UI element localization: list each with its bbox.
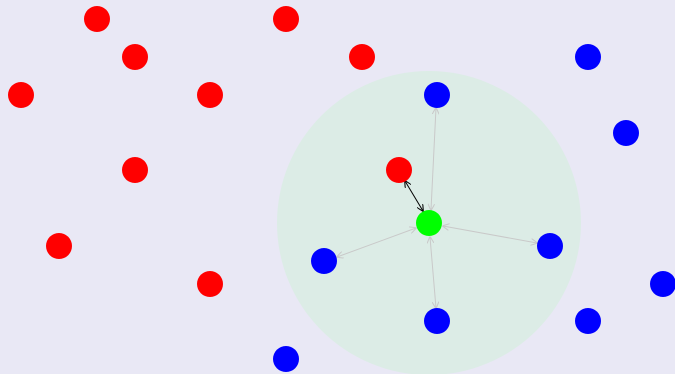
- class-a-point: [349, 44, 375, 70]
- neighbor-link: [430, 237, 436, 308]
- class-b-point: [424, 82, 450, 108]
- class-b-point: [311, 248, 337, 274]
- query-point: [416, 210, 442, 236]
- neighbor-link: [431, 108, 436, 210]
- class-a-point: [122, 44, 148, 70]
- class-a-point: [46, 233, 72, 259]
- class-b-point: [575, 308, 601, 334]
- class-b-point: [650, 271, 675, 297]
- class-a-point: [197, 82, 223, 108]
- class-b-point: [575, 44, 601, 70]
- class-a-point: [273, 6, 299, 32]
- nearest-link: [405, 181, 423, 211]
- class-b-point: [424, 308, 450, 334]
- neighbor-link: [443, 226, 537, 243]
- class-a-point: [84, 6, 110, 32]
- class-b-point: [613, 120, 639, 146]
- class-b-point: [273, 346, 299, 372]
- class-a-point: [8, 82, 34, 108]
- class-a-point: [197, 271, 223, 297]
- class-a-point: [122, 157, 148, 183]
- neighbor-link: [337, 228, 416, 257]
- class-b-point: [537, 233, 563, 259]
- class-a-point: [386, 157, 412, 183]
